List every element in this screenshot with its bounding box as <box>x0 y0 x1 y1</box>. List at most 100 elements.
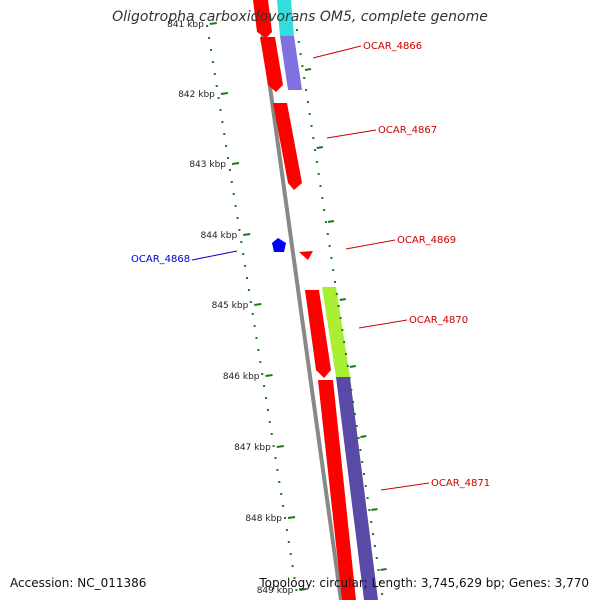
kbp-tick-label: 847 kbp <box>234 443 271 453</box>
outer-ring-dot <box>234 205 237 207</box>
gene-label-ocar-4870[interactable]: OCAR_4870 <box>409 315 468 326</box>
inner-ring-dot <box>306 101 309 103</box>
inner-ring-dot <box>334 281 336 283</box>
inner-ring-dot <box>332 269 335 271</box>
leader-ocar-4869 <box>345 239 396 250</box>
outer-ring-dot <box>225 145 228 147</box>
inner-ring-dot <box>312 137 315 139</box>
inner-ring-dot <box>314 149 317 151</box>
outer-ring-dot <box>223 133 226 135</box>
inner-ring-dot <box>355 425 358 427</box>
outer-ring-dot <box>238 229 241 231</box>
outer-ring-dot <box>215 85 218 87</box>
gene-label-ocar-4867[interactable]: OCAR_4867 <box>378 125 437 136</box>
leader-ocar-4870 <box>358 319 408 329</box>
outer-ring-dot <box>272 445 275 447</box>
inner-ring-dot <box>350 389 353 391</box>
kbp-tick-label: 842 kbp <box>178 90 215 100</box>
inner-ring-dot <box>343 341 346 343</box>
outer-ring-dot <box>261 373 264 375</box>
kbp-tick-mark <box>276 445 284 448</box>
kbp-tick-mark <box>254 303 262 306</box>
kbp-tick-mark <box>265 374 273 377</box>
gene-label-ocar-4866[interactable]: OCAR_4866 <box>363 41 422 52</box>
inner-tick-mark <box>339 298 346 301</box>
inner-tick-mark <box>316 146 323 149</box>
inner-ring-dot <box>381 593 384 595</box>
inner-ring-dot <box>341 329 344 331</box>
kbp-tick-mark <box>231 162 240 165</box>
inner-ring-dot <box>296 29 298 31</box>
inner-ring-dot <box>357 437 360 439</box>
kbp-tick-mark <box>287 516 296 519</box>
inner-tick-mark <box>371 508 378 511</box>
inner-tick-mark <box>380 568 387 571</box>
inner-ring-dot <box>339 317 342 319</box>
inner-ring-dot <box>303 77 306 79</box>
inner-ring-dot <box>353 413 356 415</box>
inner-ring-dot <box>370 521 373 523</box>
outer-ring-dot <box>285 529 288 531</box>
outer-ring-dot <box>257 349 260 351</box>
outer-ring-dot <box>282 505 285 507</box>
outer-ring-dot <box>249 301 252 303</box>
gene-label-ocar-4869[interactable]: OCAR_4869 <box>397 235 456 246</box>
outer-ring-dot <box>221 121 224 123</box>
inner-ring-dot <box>346 365 349 367</box>
kbp-tick-label: 849 kbp <box>257 586 294 596</box>
cds-ocar-4870 <box>305 290 331 378</box>
inner-ring-dot <box>323 209 326 211</box>
cog-segment-lime <box>322 287 350 377</box>
outer-ring-dot <box>255 337 258 339</box>
inner-ring-dot <box>372 533 374 535</box>
leader-ocar-4871 <box>380 482 430 491</box>
outer-ring-dot <box>253 325 256 327</box>
inner-ring-dot <box>301 65 304 67</box>
kbp-tick-label: 844 kbp <box>201 231 238 241</box>
outer-ring-dot <box>208 37 211 39</box>
outer-ring-dot <box>276 469 279 471</box>
inner-ring-dot <box>308 113 311 115</box>
inner-ring-dot <box>377 569 380 571</box>
cds-ocar-4866 <box>260 37 283 92</box>
kbp-tick-label: 846 kbp <box>223 372 260 382</box>
inner-ring-dot <box>379 581 382 583</box>
gene-label-ocar-4871[interactable]: OCAR_4871 <box>431 478 490 489</box>
outer-ring-dot <box>295 589 298 591</box>
outer-ring-dot <box>206 25 209 27</box>
outer-ring-dot <box>230 181 233 183</box>
genome-summary-text: Topology: circular; Length: 3,745,629 bp… <box>259 576 589 590</box>
outer-ring-track <box>206 25 298 591</box>
gene-label-ocar-4868[interactable]: OCAR_4868 <box>131 254 190 265</box>
inner-ring-dot <box>366 497 369 499</box>
inner-ring-dot <box>325 221 327 223</box>
map-title: Oligotropha carboxidovorans OM5, complet… <box>112 9 488 25</box>
cds-upper <box>253 0 272 38</box>
inner-tick-mark <box>327 220 335 223</box>
inner-ring-dot <box>361 461 364 463</box>
kbp-tick-label: 845 kbp <box>212 301 249 311</box>
outer-ring-dot <box>228 169 231 171</box>
outer-ring-dot <box>236 217 239 219</box>
outer-ring-dot <box>232 193 235 195</box>
inner-ring-dot <box>375 557 378 559</box>
inner-ring-dot <box>315 161 318 163</box>
outer-ring-dot <box>265 397 267 399</box>
kbp-tick-label: 841 kbp <box>167 20 204 30</box>
outer-ring-dot <box>280 493 283 495</box>
kbp-tick-label: 848 kbp <box>245 514 282 524</box>
outer-ring-dot <box>247 289 250 291</box>
inner-ring-dot <box>337 305 340 307</box>
inner-ring-dot <box>321 197 324 199</box>
inner-ring-dot <box>359 449 362 451</box>
outer-ring-dot <box>291 565 294 567</box>
leader-ocar-4866 <box>312 45 362 59</box>
cds-ocar-4869 <box>299 251 313 260</box>
outer-ring-dot <box>266 409 269 411</box>
outer-ring-dot <box>263 385 266 387</box>
inner-ring-dot <box>305 89 308 91</box>
outer-ring-dot <box>217 97 220 99</box>
outer-ring-dot <box>211 61 214 63</box>
outer-ring-dot <box>287 541 290 543</box>
outer-ring-dot <box>210 49 212 51</box>
